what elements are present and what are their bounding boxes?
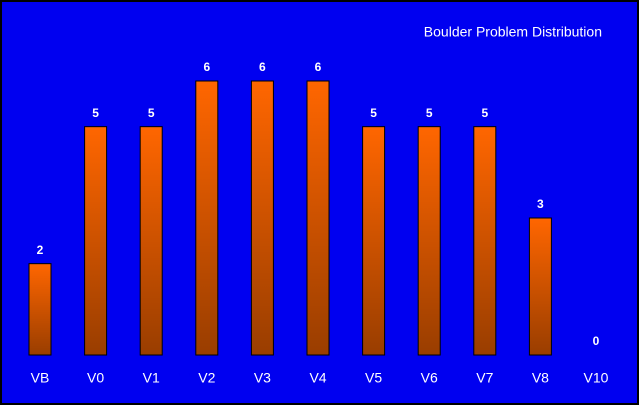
x-tick-label: V2 xyxy=(198,370,215,386)
value-label: 6 xyxy=(259,60,266,74)
x-tick-label: V7 xyxy=(476,370,493,386)
bar-shade xyxy=(251,81,274,355)
value-label: 6 xyxy=(203,60,210,74)
bar-shade xyxy=(84,126,107,356)
bar-shade xyxy=(362,126,385,356)
bar-shade xyxy=(140,126,163,356)
value-label: 0 xyxy=(593,334,600,348)
value-label: 5 xyxy=(148,106,155,120)
value-label: 6 xyxy=(315,60,322,74)
x-tick-label: V0 xyxy=(87,370,104,386)
x-tick-label: VB xyxy=(31,370,50,386)
value-label: 5 xyxy=(370,106,377,120)
x-tick-label: V3 xyxy=(254,370,271,386)
value-label: 3 xyxy=(537,197,544,211)
value-label: 5 xyxy=(481,106,488,120)
bar-shade xyxy=(418,126,441,356)
bar-shade xyxy=(29,263,51,355)
value-label: 5 xyxy=(426,106,433,120)
x-tick-label: V1 xyxy=(143,370,160,386)
x-tick-label: V5 xyxy=(365,370,382,386)
x-tick-label: V8 xyxy=(532,370,549,386)
bar-shade xyxy=(473,126,496,356)
x-tick-label: V10 xyxy=(584,370,609,386)
x-tick-label: V6 xyxy=(421,370,438,386)
bar-shade xyxy=(195,81,218,355)
x-tick-label: V4 xyxy=(309,370,326,386)
bar-shade xyxy=(307,81,329,355)
value-label: 2 xyxy=(37,243,44,257)
bar-shade xyxy=(529,218,552,355)
chart-title: Boulder Problem Distribution xyxy=(424,24,602,40)
value-label: 5 xyxy=(92,106,99,120)
